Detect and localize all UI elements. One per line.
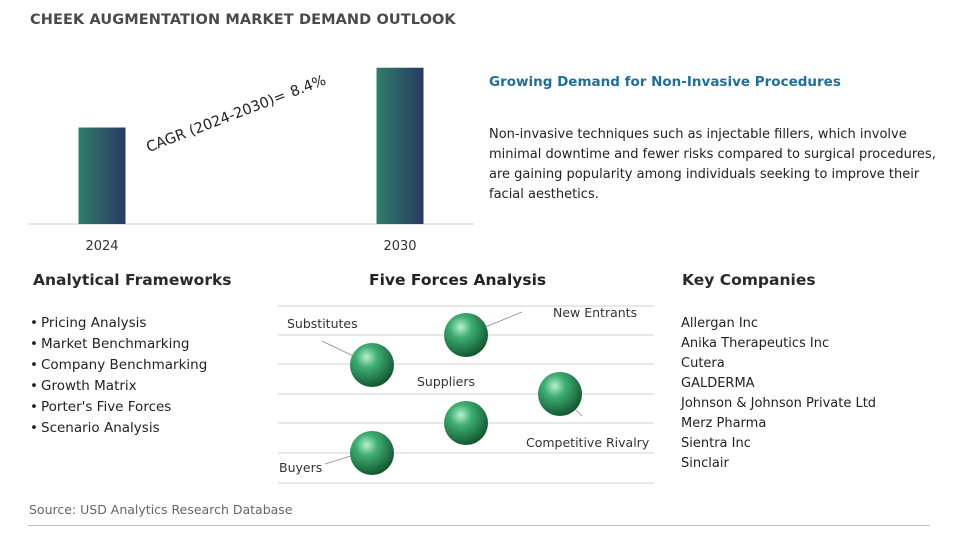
list-item: GALDERMA [681,376,755,391]
force-label-substitutes: Substitutes [287,316,358,331]
page-title: CHEEK AUGMENTATION MARKET DEMAND OUTLOOK [30,12,456,28]
rivalry-sphere [538,372,582,416]
list-item: Allergan Inc [681,316,759,331]
force-label-new-entrants: New Entrants [553,305,638,320]
bar-2030 [376,67,424,224]
force-label-suppliers: Suppliers [417,374,476,389]
companies-title: Key Companies [682,271,816,289]
force-label-competitive-rivalry: Competitive Rivalry [526,435,650,450]
bar-2024 [78,127,126,224]
list-item: • Growth Matrix [30,376,207,397]
highlight-body: Non-invasive techniques such as injectab… [489,127,936,202]
list-item: • Pricing Analysis [30,313,207,334]
new-entrants-sphere [444,313,488,357]
list-item: Johnson & Johnson Private Ltd [681,396,877,411]
bullet-icon: • [30,336,38,352]
list-item: Sinclair [681,456,729,471]
substitutes-sphere [350,343,394,387]
bullet-icon: • [30,357,38,373]
list-item: Anika Therapeutics Inc [681,336,830,351]
companies-list: Allergan Inc Anika Therapeutics Inc Cute… [681,314,876,474]
bullet-icon: • [30,315,38,331]
x-tick-label: 2030 [383,239,416,254]
list-item: • Scenario Analysis [30,418,207,439]
bullet-icon: • [30,420,38,436]
five-forces-title: Five Forces Analysis [369,271,547,289]
source-note: Source: USD Analytics Research Database [29,502,293,517]
list-item: Sientra Inc [681,436,751,451]
bullet-icon: • [30,378,38,394]
list-item: • Company Benchmarking [30,355,207,376]
x-tick-label: 2024 [85,239,118,254]
list-item: Cutera [681,356,725,371]
list-item: • Market Benchmarking [30,334,207,355]
list-item: Merz Pharma [681,416,767,431]
buyers-sphere [350,431,394,475]
five-forces-diagram [278,305,654,484]
list-item: • Porter's Five Forces [30,397,207,418]
suppliers-sphere [444,401,488,445]
bar-chart: 2024 2030 [28,67,474,254]
highlight-headline: Growing Demand for Non-Invasive Procedur… [489,74,841,90]
bullet-icon: • [30,399,38,415]
frameworks-title: Analytical Frameworks [33,271,232,289]
footer-divider [28,525,930,526]
frameworks-list: • Pricing Analysis • Market Benchmarking •… [30,313,207,439]
force-label-buyers: Buyers [279,460,323,475]
